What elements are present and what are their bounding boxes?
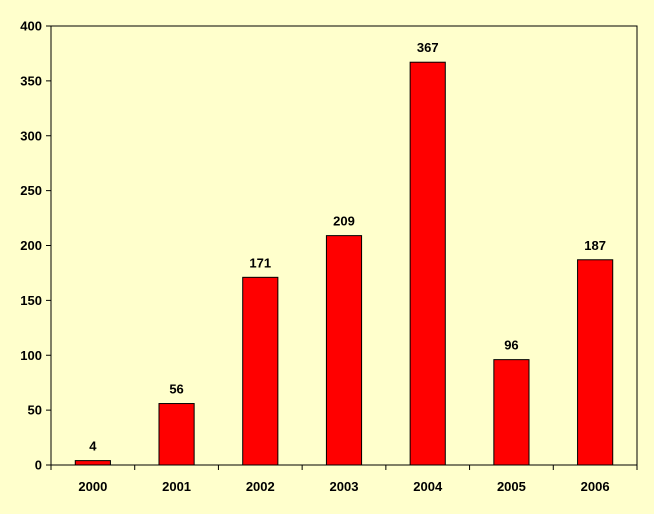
x-tick-label: 2003: [330, 479, 359, 494]
data-label-2006: 187: [584, 238, 606, 253]
data-label-2001: 56: [169, 382, 183, 397]
y-tick-label: 300: [20, 128, 42, 143]
data-label-2002: 171: [249, 255, 271, 270]
bar-2004: [409, 61, 446, 466]
data-labels: 4 56 171 209 367 96 187: [89, 40, 606, 453]
bar-2003: [325, 235, 363, 466]
bar-2000: [74, 460, 111, 466]
y-axis: 0 50 100 150 200 250 300 350 400: [20, 19, 51, 473]
x-tick-label: 2006: [581, 479, 610, 494]
data-label-2000: 4: [89, 439, 97, 454]
x-axis: 2000 2001 2002 2003 2004 2005 2006: [50, 465, 638, 494]
y-tick-label: 400: [20, 19, 42, 34]
y-tick-label: 250: [20, 183, 42, 198]
bars: [74, 61, 614, 466]
bar-2002: [242, 276, 279, 466]
y-tick-label: 150: [20, 293, 42, 308]
y-tick-label: 350: [20, 73, 42, 88]
data-label-2005: 96: [504, 338, 518, 353]
y-tick-label: 50: [28, 403, 42, 418]
y-tick-label: 100: [20, 348, 42, 363]
data-label-2004: 367: [417, 40, 439, 55]
x-tick-label: 2000: [78, 479, 107, 494]
bar-2006: [577, 259, 614, 466]
y-tick-label: 200: [20, 238, 42, 253]
bar-2005: [493, 359, 530, 466]
data-label-2003: 209: [333, 214, 355, 229]
x-tick-label: 2001: [162, 479, 191, 494]
bar-2001: [158, 403, 195, 466]
y-tick-label: 0: [35, 458, 42, 473]
x-tick-label: 2005: [497, 479, 526, 494]
x-tick-label: 2002: [246, 479, 275, 494]
x-tick-label: 2004: [413, 479, 443, 494]
